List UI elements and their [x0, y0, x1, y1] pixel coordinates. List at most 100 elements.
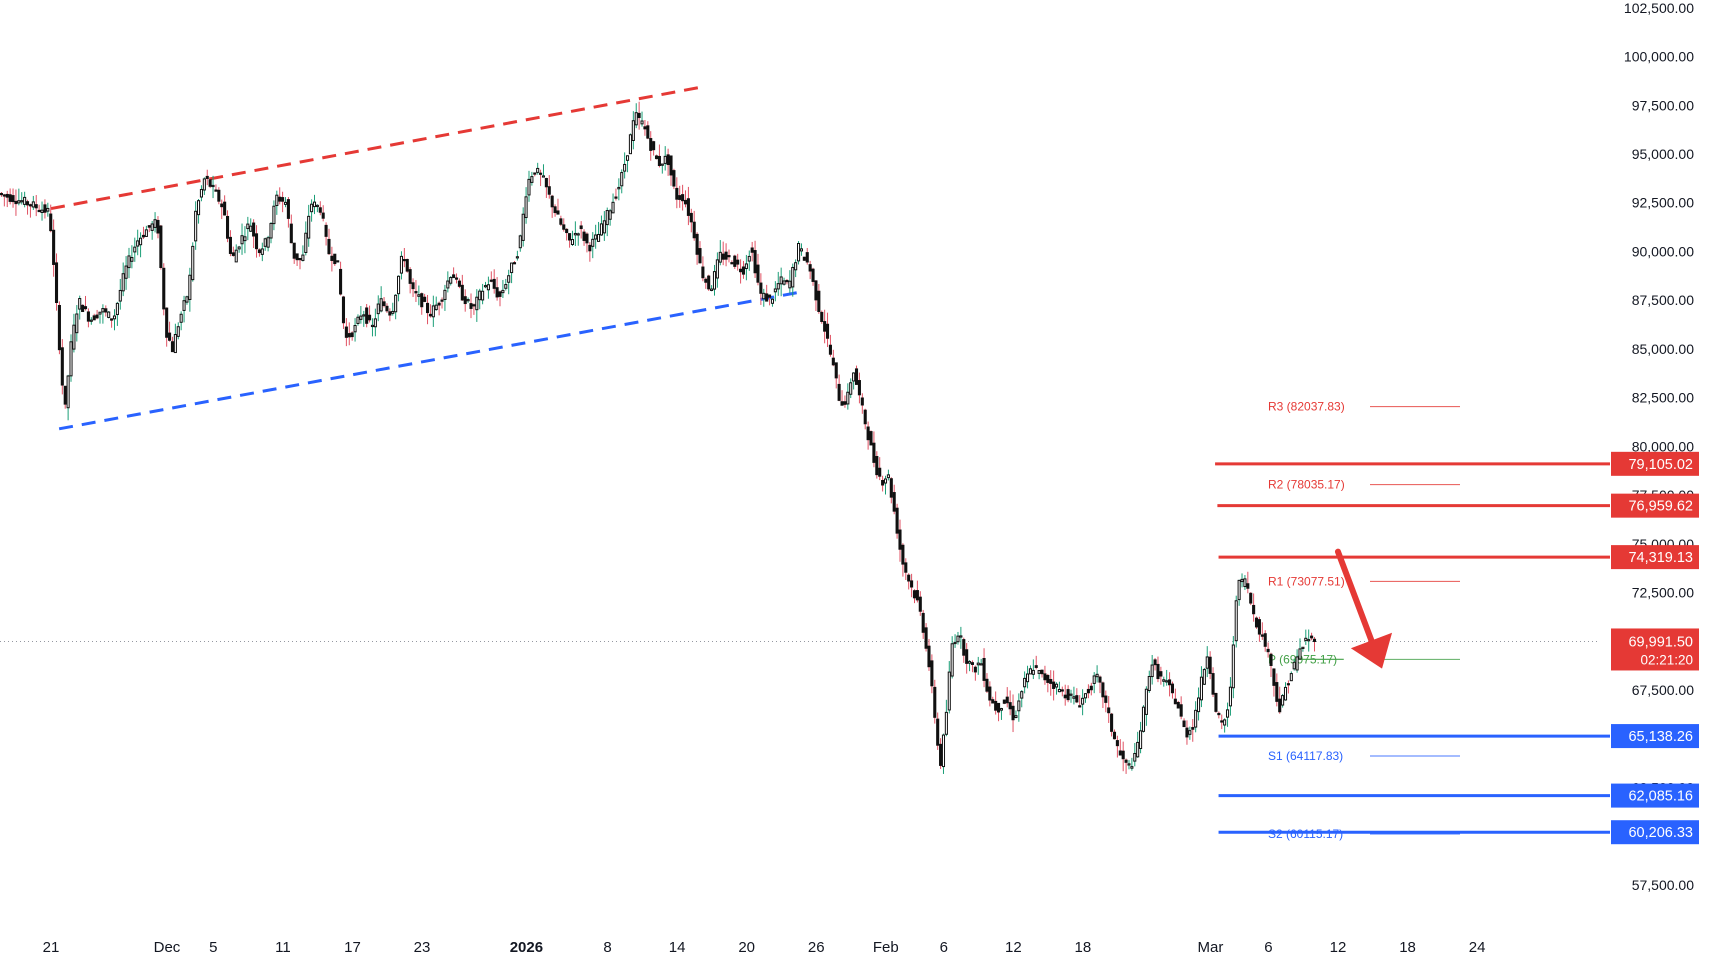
candle-body	[886, 474, 890, 479]
candle-body	[373, 318, 377, 328]
candle-body	[570, 239, 575, 245]
candle-body	[1104, 695, 1108, 703]
candle-body	[1023, 677, 1027, 688]
candle-body	[1127, 763, 1131, 766]
candle-body	[1060, 689, 1064, 692]
candle-body	[312, 201, 317, 208]
candle-body	[1295, 656, 1299, 671]
candle-body	[762, 292, 766, 300]
candle-body	[446, 280, 450, 289]
candle-body	[889, 478, 893, 498]
candle-body	[1028, 668, 1032, 675]
candle-body	[875, 456, 879, 476]
candle-body	[179, 313, 183, 323]
candle-body	[1063, 694, 1067, 699]
candle-body	[437, 302, 441, 306]
candle-body	[1312, 638, 1317, 642]
candle-body	[663, 155, 667, 164]
candle-body	[1092, 675, 1096, 684]
candle-body	[136, 240, 140, 247]
candle-body	[547, 186, 551, 195]
candle-body	[1185, 727, 1189, 738]
candle-body	[802, 256, 806, 261]
candle-body	[695, 233, 699, 255]
candle-body	[939, 743, 943, 766]
candle-body	[60, 347, 64, 386]
x-tick-label: 18	[1399, 939, 1416, 956]
candle-body	[1147, 675, 1151, 692]
candle-body	[988, 686, 992, 701]
x-axis[interactable]: 21 Dec 5 11 17 23 2026 8 14 20 26 Feb 6 12 18 Mar 6 12 18 2…	[43, 939, 1486, 956]
level-price-label-bg	[1611, 820, 1699, 845]
candle-body	[52, 229, 56, 265]
candle-body	[631, 120, 635, 141]
level-price-label-bg	[1611, 724, 1699, 749]
candle-body	[1025, 673, 1030, 683]
candle-body	[594, 234, 598, 240]
candle-body	[31, 201, 35, 208]
candle-body	[1286, 683, 1290, 686]
candle-body	[1017, 700, 1021, 712]
candle-body	[234, 249, 238, 263]
candle-body	[854, 368, 859, 385]
x-tick-label: Mar	[1198, 939, 1224, 956]
candle-body	[565, 228, 569, 234]
candle-body	[1144, 688, 1148, 715]
candle-body	[359, 315, 363, 320]
candle-body	[243, 236, 247, 242]
candle-body	[544, 177, 548, 188]
candle-body	[449, 277, 453, 284]
y-tick-label: 87,500.00	[1632, 292, 1694, 308]
candle-body	[315, 204, 319, 208]
y-tick-label: 102,500.00	[1624, 0, 1694, 16]
candle-body	[1107, 707, 1111, 714]
candle-body	[170, 341, 175, 353]
price-labels: 79,105.02 76,959.62 74,319.13 65,138.26 62,0…	[1611, 451, 1699, 845]
candle-body	[40, 209, 44, 213]
candle-body	[144, 229, 148, 237]
candle-body	[330, 255, 334, 261]
candle-body	[947, 671, 951, 711]
pivot-label: S2 (60115.17)	[1268, 827, 1343, 841]
pivot-label: S1 (64117.83)	[1268, 749, 1343, 763]
candle-body	[501, 289, 505, 294]
x-tick-label: 6	[940, 939, 948, 956]
candle-body	[176, 326, 180, 337]
candle-body	[347, 333, 351, 338]
candle-body	[336, 260, 340, 263]
candle-body	[936, 718, 940, 746]
candle-body	[654, 155, 659, 160]
candle-body	[1307, 639, 1311, 642]
candle-body	[1199, 676, 1203, 701]
candle-body	[217, 189, 221, 202]
candle-body	[188, 274, 192, 300]
x-tick-label: 17	[344, 939, 361, 956]
x-tick-label: 2026	[510, 939, 543, 956]
y-axis[interactable]: 57,500.0060,000.0062,500.0065,000.0067,5…	[1624, 0, 1694, 893]
candle-body	[1254, 617, 1259, 628]
candle-body	[852, 372, 856, 382]
candle-body	[1098, 676, 1102, 683]
candle-body	[521, 213, 525, 241]
candle-body	[625, 155, 630, 161]
candle-body	[1194, 709, 1198, 728]
candle-body	[1217, 712, 1221, 716]
candle-body	[675, 187, 679, 200]
candle-body	[492, 278, 496, 289]
candle-body	[510, 262, 514, 274]
horizontal-levels	[1215, 462, 1610, 834]
candle-body	[1266, 648, 1270, 653]
candle-body	[698, 248, 702, 264]
level-price-label: 62,085.16	[1628, 789, 1693, 805]
candle-body	[402, 259, 406, 262]
candle-body	[768, 294, 772, 298]
candle-body	[168, 332, 172, 341]
candle-body	[281, 197, 285, 202]
candle-body	[185, 296, 189, 303]
candle-body	[573, 232, 577, 236]
candle-body	[101, 308, 105, 313]
candle-body	[657, 155, 661, 167]
candle-body	[776, 283, 780, 290]
candle-body	[588, 244, 592, 252]
